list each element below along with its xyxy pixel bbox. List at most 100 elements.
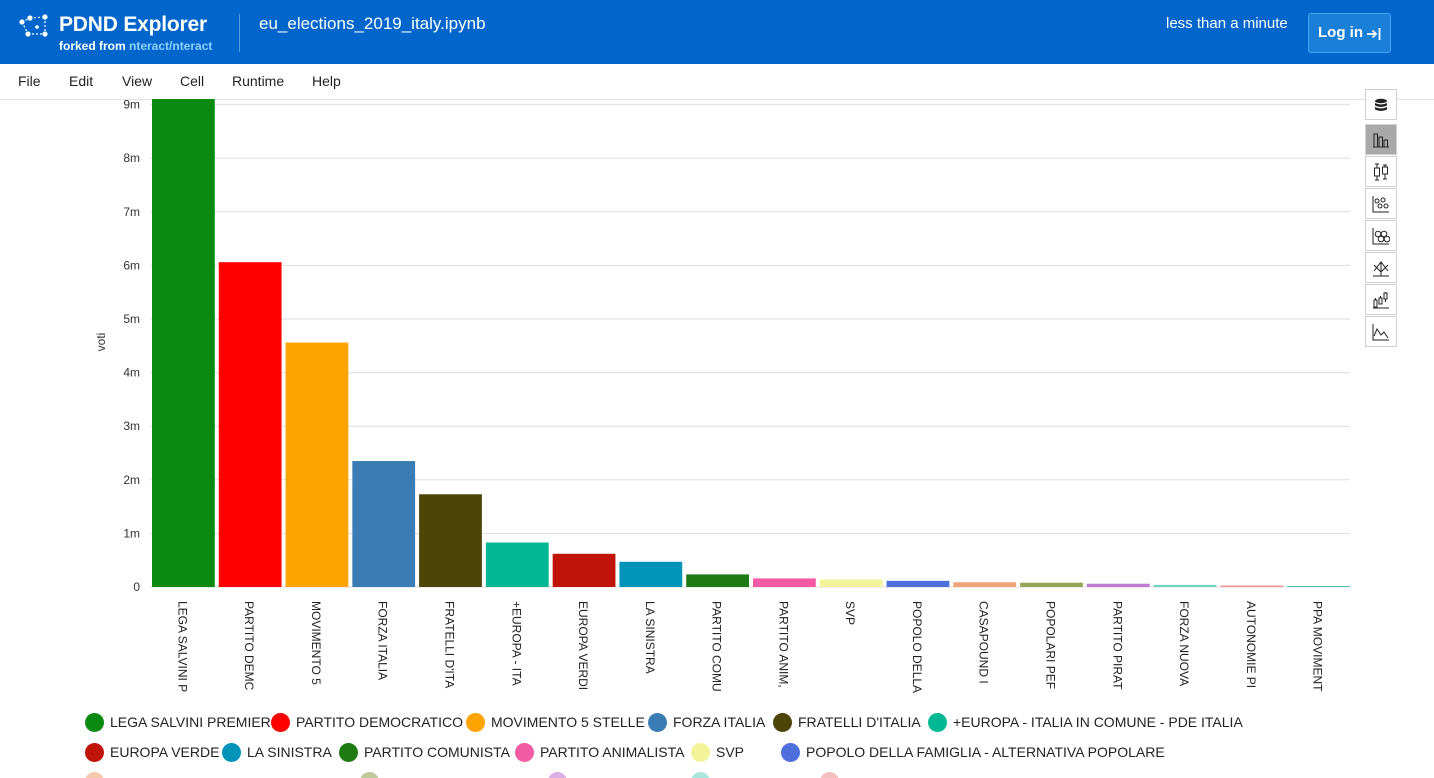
legend-item[interactable]: MOVIMENTO 5 STELLE	[466, 711, 645, 733]
y-axis-label: voti	[94, 333, 108, 352]
y-tick-label: 1m	[123, 526, 140, 540]
menu-edit[interactable]: Edit	[69, 73, 94, 89]
x-tick-label: PARTITO DEMC	[242, 601, 256, 691]
legend-label: FRATELLI D'ITALIA	[798, 714, 921, 730]
brand-title[interactable]: PDND Explorer	[59, 13, 207, 36]
bar	[886, 580, 950, 587]
legend-swatch	[928, 712, 947, 732]
x-tick-label: AUTONOMIE PI	[1244, 601, 1258, 688]
legend-swatch	[360, 772, 379, 778]
legend-label: +EUROPA - ITALIA IN COMUNE - PDE ITALIA	[953, 714, 1243, 730]
bar-chart-button[interactable]	[1365, 124, 1397, 155]
x-tick-label: LEGA SALVINI P	[175, 601, 189, 692]
legend-item[interactable]: LEGA SALVINI PREMIER	[85, 711, 271, 733]
legend-swatch	[85, 742, 104, 762]
y-tick-label: 3m	[123, 419, 140, 433]
x-tick-label: POPOLO DELLA	[910, 601, 924, 693]
legend-row-partial	[85, 770, 1085, 778]
bar	[1287, 586, 1350, 587]
menu-runtime[interactable]: Runtime	[232, 73, 285, 89]
x-tick-label: FORZA ITALIA	[376, 601, 390, 680]
box-plot-button[interactable]	[1365, 156, 1397, 187]
line-chart-button[interactable]	[1365, 316, 1397, 347]
scatter-icon	[1372, 195, 1389, 212]
legend-item[interactable]: SVP	[691, 741, 744, 763]
login-button[interactable]: Log in	[1308, 13, 1391, 53]
notebook-title[interactable]: eu_elections_2019_italy.ipynb	[259, 14, 486, 33]
legend-item[interactable]: POPOLO DELLA FAMIGLIA - ALTERNATIVA POPO…	[781, 741, 1165, 763]
menu-bar: File Edit View Cell Runtime Help	[0, 64, 1434, 100]
scatter-button[interactable]	[1365, 188, 1397, 219]
candlestick-button[interactable]	[1365, 284, 1397, 315]
legend-item[interactable]: +EUROPA - ITALIA IN COMUNE - PDE ITALIA	[928, 711, 1243, 733]
forked-link[interactable]: nteract/nteract	[129, 39, 213, 53]
menu-file[interactable]: File	[18, 73, 41, 89]
menu-help[interactable]: Help	[312, 73, 341, 89]
legend-swatch	[548, 772, 567, 778]
legend-label: FORZA ITALIA	[673, 714, 766, 730]
legend-label: LA SINISTRA	[247, 744, 332, 760]
last-saved-status: less than a minute	[1166, 15, 1288, 32]
bar	[819, 579, 883, 587]
legend-label: PARTITO COMUNISTA	[364, 744, 510, 760]
legend-swatch	[339, 742, 358, 762]
y-tick-label: 4m	[123, 366, 140, 380]
legend-swatch	[515, 742, 534, 762]
forked-prefix: forked from	[59, 39, 130, 53]
x-tick-label: PARTITO PIRAT	[1110, 601, 1124, 690]
legend-item[interactable]: PARTITO ANIMALISTA	[515, 741, 684, 763]
legend-swatch	[773, 712, 792, 732]
bar-chart-icon	[1373, 133, 1389, 147]
bar	[218, 262, 282, 587]
bar	[352, 461, 416, 587]
legend-item[interactable]: EUROPA VERDE	[85, 741, 219, 763]
bar-chart: 0 1m 2m 3m 4m 5m 6m 7m 8m 9m voti LEGA SALVINI P PAR…	[94, 99, 1350, 693]
legend-swatch	[820, 772, 839, 778]
bar	[152, 99, 215, 587]
y-tick-label: 6m	[123, 258, 140, 272]
legend-item[interactable]: LA SINISTRA	[222, 741, 332, 763]
legend-swatch	[691, 742, 710, 762]
legend-label: SVP	[716, 744, 745, 760]
legend-item[interactable]: FRATELLI D'ITALIA	[773, 711, 921, 733]
legend-label: PARTITO DEMOCRATICO	[296, 714, 463, 730]
x-tick-label: PPA MOVIMENT	[1311, 601, 1325, 692]
x-tick-label: POPOLARI PEF	[1044, 601, 1058, 689]
menu-cell[interactable]: Cell	[180, 73, 205, 89]
y-tick-label: 9m	[123, 99, 140, 112]
y-tick-label: 2m	[123, 473, 140, 487]
hexbin-button[interactable]	[1365, 220, 1397, 251]
bar	[619, 561, 683, 587]
top-bar: PDND Explorer forked from nteract/nterac…	[0, 0, 1434, 64]
x-tick-label: LA SINISTRA	[643, 601, 657, 674]
y-tick-label: 7m	[123, 205, 140, 219]
parallel-button[interactable]	[1365, 252, 1397, 283]
logo-icon	[19, 14, 48, 37]
bar	[753, 578, 816, 587]
legend-label: LEGA SALVINI PREMIER	[110, 714, 271, 730]
bar	[1220, 585, 1284, 587]
x-tick-label: MOVIMENTO 5	[309, 601, 323, 685]
x-tick-label: FORZA NUOVA	[1177, 601, 1191, 686]
line-chart-icon	[1372, 323, 1389, 340]
legend-item[interactable]: FORZA ITALIA	[648, 711, 765, 733]
legend-item[interactable]: PARTITO DEMOCRATICO	[271, 711, 463, 733]
legend-swatch	[85, 712, 104, 732]
divider	[239, 14, 240, 52]
legend-label: PARTITO ANIMALISTA	[540, 744, 685, 760]
legend-label: MOVIMENTO 5 STELLE	[491, 714, 645, 730]
bar	[1153, 584, 1217, 587]
login-icon	[1367, 28, 1381, 40]
database-icon-button[interactable]	[1365, 89, 1397, 120]
login-label: Log in	[1318, 24, 1363, 41]
x-tick-label: PARTITO ANIM,	[776, 601, 790, 688]
y-tick-label: 8m	[123, 151, 140, 165]
bar	[686, 574, 749, 587]
menu-view[interactable]: View	[122, 73, 153, 89]
parallel-icon	[1373, 260, 1389, 276]
database-icon	[1375, 98, 1387, 111]
legend-item[interactable]: PARTITO COMUNISTA	[339, 741, 510, 763]
legend-swatch	[222, 742, 241, 762]
legend-swatch	[691, 772, 710, 778]
hexbin-icon	[1372, 227, 1390, 244]
